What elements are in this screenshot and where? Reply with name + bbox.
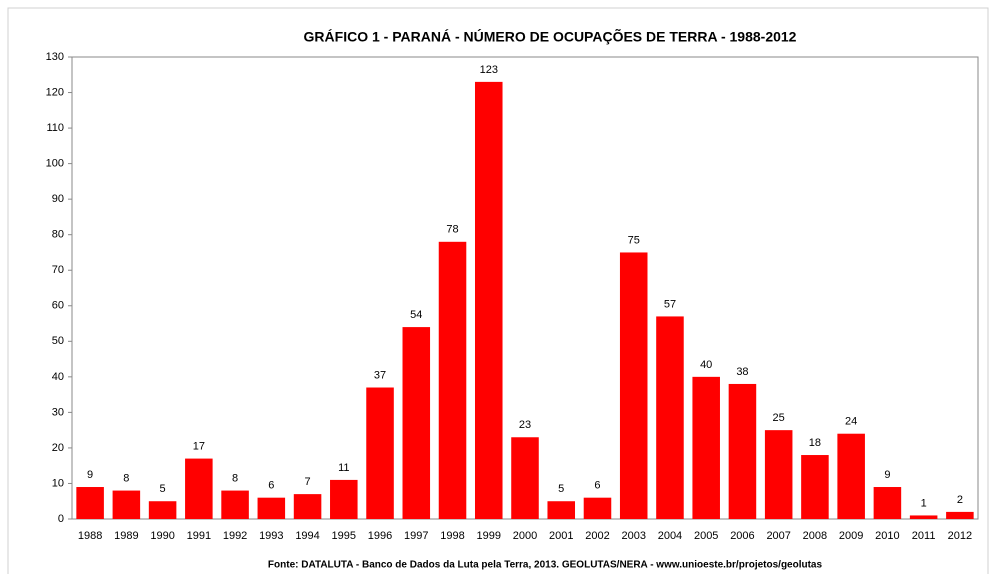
data-label: 2 <box>957 494 963 506</box>
x-tick-label: 2002 <box>585 530 609 542</box>
bar <box>728 383 757 519</box>
y-tick-label: 100 <box>46 158 64 170</box>
x-tick-label: 1998 <box>440 530 464 542</box>
y-tick-label: 10 <box>52 477 64 489</box>
bar <box>402 327 431 519</box>
x-tick-label: 1990 <box>150 530 174 542</box>
bar <box>619 252 648 519</box>
bar <box>257 497 286 519</box>
y-tick-label: 50 <box>52 335 64 347</box>
y-tick-label: 80 <box>52 229 64 241</box>
x-tick-label: 2010 <box>875 530 899 542</box>
data-label: 123 <box>480 64 498 76</box>
y-tick-label: 90 <box>52 193 64 205</box>
bar <box>873 487 902 519</box>
data-label: 23 <box>519 419 531 431</box>
data-label: 18 <box>809 437 821 449</box>
bar <box>692 376 720 519</box>
y-tick-label: 70 <box>52 264 64 276</box>
y-tick-label: 20 <box>52 442 64 454</box>
data-label: 24 <box>845 416 857 428</box>
bar <box>330 479 358 519</box>
data-label: 5 <box>160 483 166 495</box>
x-tick-label: 1994 <box>295 530 319 542</box>
data-label: 1 <box>921 497 927 509</box>
bar <box>438 241 467 520</box>
y-tick-label: 110 <box>46 122 64 134</box>
data-label: 38 <box>736 366 748 378</box>
y-tick-label: 40 <box>52 371 64 383</box>
data-label: 40 <box>700 359 712 371</box>
data-label: 9 <box>87 469 93 481</box>
data-label: 9 <box>884 469 890 481</box>
data-label: 8 <box>232 472 238 484</box>
x-tick-label: 2007 <box>766 530 790 542</box>
bar <box>801 455 829 519</box>
data-label: 25 <box>773 412 785 424</box>
x-tick-label: 1993 <box>259 530 283 542</box>
x-tick-label: 1999 <box>477 530 501 542</box>
x-tick-label: 2004 <box>658 530 682 542</box>
chart-title: GRÁFICO 1 - PARANÁ - NÚMERO DE OCUPAÇÕES… <box>304 28 797 45</box>
bar <box>76 487 104 519</box>
bar <box>293 494 322 519</box>
x-tick-label: 1995 <box>332 530 356 542</box>
data-label: 7 <box>304 476 310 488</box>
bar <box>148 501 177 519</box>
x-tick-label: 2001 <box>549 530 573 542</box>
x-tick-label: 2012 <box>948 530 972 542</box>
x-tick-label: 1996 <box>368 530 392 542</box>
source-note: Fonte: DATALUTA - Banco de Dados da Luta… <box>268 560 823 571</box>
y-tick-label: 30 <box>52 406 64 418</box>
data-label: 8 <box>123 472 129 484</box>
data-label: 17 <box>193 440 205 452</box>
x-tick-label: 2003 <box>621 530 645 542</box>
data-label: 57 <box>664 298 676 310</box>
data-label: 54 <box>410 309 422 321</box>
x-tick-label: 1989 <box>114 530 138 542</box>
data-label: 37 <box>374 369 386 381</box>
bar <box>221 490 249 519</box>
bar <box>511 437 539 519</box>
x-tick-label: 2008 <box>803 530 827 542</box>
x-tick-label: 1997 <box>404 530 428 542</box>
bar <box>185 458 213 519</box>
y-tick-label: 120 <box>46 86 64 98</box>
bar <box>366 387 394 519</box>
bar <box>112 490 141 519</box>
x-tick-label: 2006 <box>730 530 754 542</box>
data-label: 6 <box>268 480 274 492</box>
data-label: 6 <box>594 480 600 492</box>
bar <box>837 433 865 519</box>
x-tick-label: 2000 <box>513 530 537 542</box>
bar <box>474 81 503 519</box>
y-tick-label: 130 <box>46 51 64 63</box>
x-tick-label: 1988 <box>78 530 102 542</box>
bar <box>909 515 938 519</box>
bar <box>946 511 974 519</box>
bar <box>583 497 612 519</box>
x-tick-label: 1991 <box>187 530 211 542</box>
chart-border <box>7 7 989 574</box>
bar <box>547 501 576 519</box>
x-tick-label: 2005 <box>694 530 718 542</box>
data-label: 78 <box>446 224 458 236</box>
bar <box>656 316 684 519</box>
data-label: 75 <box>628 234 640 246</box>
y-tick-label: 0 <box>58 513 64 525</box>
x-tick-label: 1992 <box>223 530 247 542</box>
x-tick-label: 2011 <box>912 530 936 542</box>
y-tick-label: 60 <box>52 300 64 312</box>
x-tick-label: 2009 <box>839 530 863 542</box>
bar <box>764 430 793 519</box>
data-label: 5 <box>558 483 564 495</box>
data-label: 11 <box>338 462 349 474</box>
